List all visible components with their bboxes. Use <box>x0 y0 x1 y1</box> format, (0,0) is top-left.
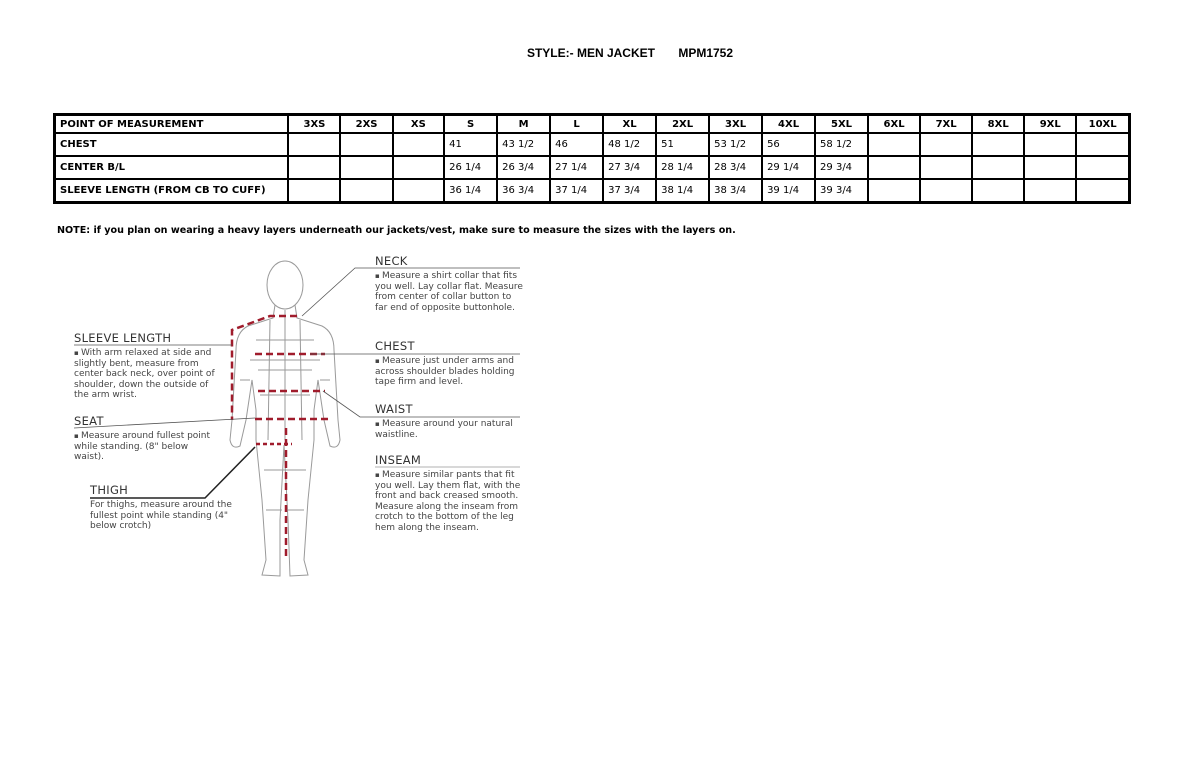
measurement-lines <box>230 314 328 560</box>
table-cell: 29 1/4 <box>761 155 817 180</box>
seat-guide: SEAT Measure around fullest point while … <box>74 414 214 463</box>
layering-note: NOTE: if you plan on wearing a heavy lay… <box>57 225 736 236</box>
table-cell <box>867 132 922 157</box>
table-cell: 36 1/4 <box>443 178 499 204</box>
table-cell: 46 <box>549 132 605 157</box>
waist-title: WAIST <box>375 402 413 416</box>
row-label: CHEST <box>53 132 290 157</box>
thigh-title: THIGH <box>90 483 129 497</box>
table-cell <box>391 178 446 204</box>
sleeve-title: SLEEVE LENGTH <box>74 331 172 345</box>
table-cell <box>1075 178 1131 204</box>
table-cell: 39 1/4 <box>761 178 817 204</box>
table-cell: 28 3/4 <box>708 155 764 180</box>
table-cell <box>287 155 342 180</box>
thigh-guide: THIGH For thighs, measure around the ful… <box>90 483 240 532</box>
chest-guide: CHEST Measure just under arms and across… <box>375 339 525 388</box>
seat-text: Measure around fullest point while stand… <box>74 431 214 463</box>
table-cell <box>1075 155 1131 180</box>
table-cell <box>919 178 974 204</box>
table-cell: 38 3/4 <box>708 178 764 204</box>
neck-title: NECK <box>375 254 408 268</box>
table-cell: 38 1/4 <box>655 178 711 204</box>
chest-text: Measure just under arms and across shoul… <box>375 356 525 388</box>
seat-title: SEAT <box>74 414 104 428</box>
inseam-title: INSEAM <box>375 453 422 467</box>
table-cell <box>339 132 394 157</box>
table-cell <box>971 132 1026 157</box>
table-cell <box>1023 155 1078 180</box>
table-cell <box>971 155 1026 180</box>
document-title: STYLE:- MEN JACKET MPM1752 <box>0 46 1200 60</box>
table-cell: 56 <box>761 132 817 157</box>
table-cell <box>339 155 394 180</box>
row-label: SLEEVE LENGTH (FROM CB TO CUFF) <box>53 178 290 204</box>
leader-lines <box>73 267 520 499</box>
inseam-guide: INSEAM Measure similar pants that fit yo… <box>375 453 525 534</box>
table-cell <box>1075 132 1131 157</box>
table-cell: 51 <box>655 132 711 157</box>
table-cell: 41 <box>443 132 499 157</box>
table-row: SLEEVE LENGTH (FROM CB TO CUFF) 36 1/4 36 … <box>53 178 1131 204</box>
table-cell <box>287 132 342 157</box>
table-cell: 26 1/4 <box>443 155 499 180</box>
inseam-text: Measure similar pants that fit you well.… <box>375 470 525 534</box>
style-code: MPM1752 <box>678 46 734 60</box>
table-cell: 28 1/4 <box>655 155 711 180</box>
table-cell: 27 1/4 <box>549 155 605 180</box>
table-cell <box>391 132 446 157</box>
table-cell <box>391 155 446 180</box>
table-cell: 39 3/4 <box>814 178 870 204</box>
table-cell <box>919 132 974 157</box>
table-cell <box>919 155 974 180</box>
table-cell <box>971 178 1026 204</box>
chest-title: CHEST <box>375 339 415 353</box>
table-cell <box>287 178 342 204</box>
table-cell <box>1023 178 1078 204</box>
table-cell: 58 1/2 <box>814 132 870 157</box>
neck-text: Measure a shirt collar that fits you wel… <box>375 271 525 313</box>
table-cell: 29 3/4 <box>814 155 870 180</box>
table-cell: 27 3/4 <box>602 155 658 180</box>
table-cell: 37 3/4 <box>602 178 658 204</box>
table-row: CHEST 41 43 1/2 46 48 1/2 51 53 1/2 56 58 1/2 <box>53 132 1131 157</box>
waist-text: Measure around your natural waistline. <box>375 419 525 440</box>
neck-guide: NECK Measure a shirt collar that fits yo… <box>375 254 525 313</box>
sleeve-text: With arm relaxed at side and slightly be… <box>74 348 224 401</box>
table-cell: 26 3/4 <box>496 155 552 180</box>
table-row: CENTER B/L 26 1/4 26 3/4 27 1/4 27 3/4 28 1/4… <box>53 155 1131 180</box>
waist-guide: WAIST Measure around your natural waistl… <box>375 402 525 440</box>
sleeve-guide: SLEEVE LENGTH With arm relaxed at side a… <box>74 331 224 401</box>
table-cell: 48 1/2 <box>602 132 658 157</box>
row-label: CENTER B/L <box>53 155 290 180</box>
table-cell: 43 1/2 <box>496 132 552 157</box>
table-cell: 36 3/4 <box>496 178 552 204</box>
table-cell: 53 1/2 <box>708 132 764 157</box>
table-cell <box>867 178 922 204</box>
table-cell: 37 1/4 <box>549 178 605 204</box>
table-cell <box>867 155 922 180</box>
style-label: STYLE:- MEN JACKET <box>526 46 655 60</box>
thigh-text: For thighs, measure around the fullest p… <box>90 500 232 532</box>
size-table: POINT OF MEASUREMENT 3XS 2XS XS S M L XL 2XL 3XL 4… <box>53 113 1131 204</box>
table-cell <box>339 178 394 204</box>
table-cell <box>1023 132 1078 157</box>
